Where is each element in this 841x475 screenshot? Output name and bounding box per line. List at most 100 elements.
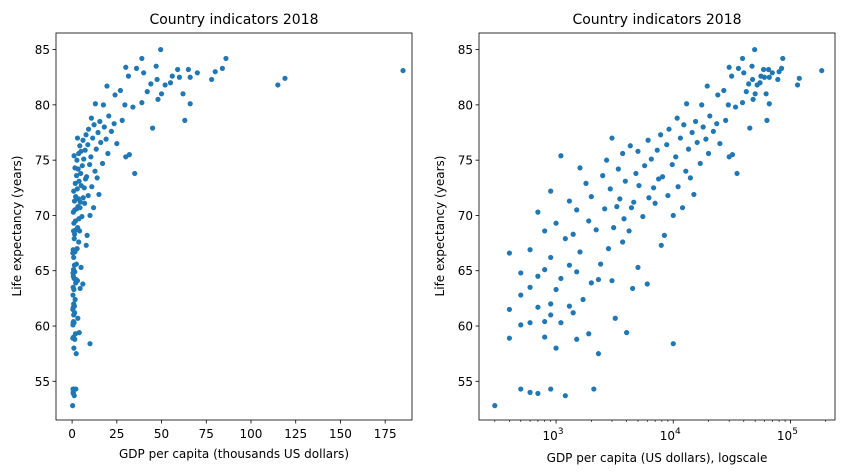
right-chart-point: [558, 320, 564, 326]
right-chart-point: [757, 80, 763, 86]
right-chart-point: [588, 280, 594, 286]
left-chart-point: [70, 306, 76, 313]
left-chart-point: [103, 136, 109, 142]
left-chart-y-tick-label: 65: [35, 264, 50, 278]
left-chart-point: [80, 195, 86, 201]
right-chart-x-label: GDP per capita (US dollars), logscale: [547, 451, 768, 465]
left-chart-point: [79, 163, 85, 169]
right-chart-point: [734, 170, 740, 177]
right-chart-point: [612, 315, 618, 321]
right-chart-point: [665, 192, 671, 199]
left-chart-point: [93, 146, 99, 152]
left-chart-point: [139, 100, 145, 106]
left-chart-x-tick-label: 25: [109, 427, 124, 441]
right-chart-point: [542, 228, 548, 234]
left-chart-point: [97, 118, 103, 125]
right-chart-point: [654, 147, 660, 153]
right-chart-point: [749, 63, 755, 69]
right-chart-point: [652, 200, 658, 206]
left-chart-point: [71, 236, 77, 242]
right-chart-point: [636, 182, 642, 189]
left-chart-point: [89, 184, 95, 190]
left-chart-point: [71, 345, 77, 351]
right-chart-point: [506, 250, 513, 256]
left-chart-point: [80, 137, 86, 143]
right-chart-point: [553, 345, 559, 351]
left-chart-point: [72, 269, 78, 275]
right-chart-y-tick-label: 60: [458, 320, 473, 334]
left-chart-point: [141, 70, 147, 76]
right-chart-point: [492, 403, 498, 409]
right-chart-point: [621, 216, 627, 222]
left-chart-point: [132, 170, 138, 177]
right-chart-point: [697, 160, 703, 167]
left-chart-point: [130, 104, 136, 110]
left-chart-point: [71, 153, 77, 159]
left-chart-point: [84, 232, 90, 238]
left-chart-y-tick-label: 85: [35, 43, 50, 57]
left-chart-point: [158, 46, 164, 53]
left-chart-point: [90, 135, 96, 141]
left-chart-point: [104, 83, 110, 89]
left-chart-point: [117, 87, 123, 94]
left-chart-point: [77, 285, 83, 292]
left-chart-point: [139, 55, 145, 62]
left-chart-point: [76, 239, 82, 245]
left-chart-point: [83, 132, 89, 138]
right-chart-point: [605, 246, 612, 252]
left-chart-point: [122, 102, 128, 108]
left-chart-point: [123, 64, 129, 70]
right-chart-point: [766, 74, 772, 80]
left-chart-point: [126, 152, 132, 158]
right-chart-point: [570, 310, 576, 316]
right-chart-point: [749, 76, 756, 83]
right-chart-point: [739, 55, 746, 62]
left-chart-point: [71, 320, 77, 326]
right-chart-point: [694, 139, 700, 146]
right-chart-point: [766, 101, 772, 107]
left-chart-point: [106, 113, 112, 119]
right-chart-point: [527, 247, 533, 253]
right-chart-point: [593, 227, 599, 233]
left-chart-point: [73, 261, 79, 267]
left-chart-point: [108, 128, 115, 135]
right-chart-point: [715, 92, 721, 98]
left-chart-point: [77, 205, 83, 211]
right-chart-point: [691, 191, 697, 198]
right-chart-point: [595, 351, 602, 357]
right-chart-point: [553, 220, 559, 226]
left-chart-y-tick-label: 70: [35, 209, 50, 223]
right-chart-x-tick-label: 104: [660, 427, 681, 443]
right-chart-point: [588, 194, 594, 200]
right-chart-point: [548, 188, 554, 194]
left-chart-point: [100, 102, 107, 108]
left-chart-point: [114, 140, 120, 147]
left-chart-point: [219, 65, 225, 71]
right-chart-point: [586, 218, 592, 224]
right-chart-point: [739, 100, 746, 106]
right-chart-point: [553, 286, 559, 293]
left-chart-x-label: GDP per capita (thousands US dollars): [119, 447, 349, 461]
left-chart-point: [72, 296, 78, 303]
left-chart-point: [94, 175, 100, 181]
right-chart-point: [684, 101, 690, 107]
right-chart-point: [602, 206, 608, 212]
right-chart-y-ticks: 55 60 65 70 75 80 85: [458, 43, 479, 389]
right-chart-point: [723, 117, 729, 123]
right-chart-point: [577, 165, 583, 171]
left-chart-point: [87, 341, 93, 347]
left-chart-point: [81, 156, 87, 162]
left-chart-point: [78, 264, 84, 271]
left-chart-point: [92, 168, 98, 174]
right-chart-point: [562, 236, 568, 242]
left-chart-point: [400, 67, 406, 74]
left-chart-point: [73, 386, 79, 392]
right-chart-point: [598, 261, 604, 267]
left-chart-point: [223, 55, 229, 62]
right-chart-point: [732, 104, 739, 110]
right-chart-y-label: Life expectancy (years): [433, 156, 447, 297]
right-chart-point: [574, 269, 580, 275]
left-chart: Country indicators 2018 0 25 50 75 100 125 150…: [10, 12, 413, 461]
left-chart-point: [187, 74, 193, 80]
right-chart-point: [566, 303, 573, 309]
